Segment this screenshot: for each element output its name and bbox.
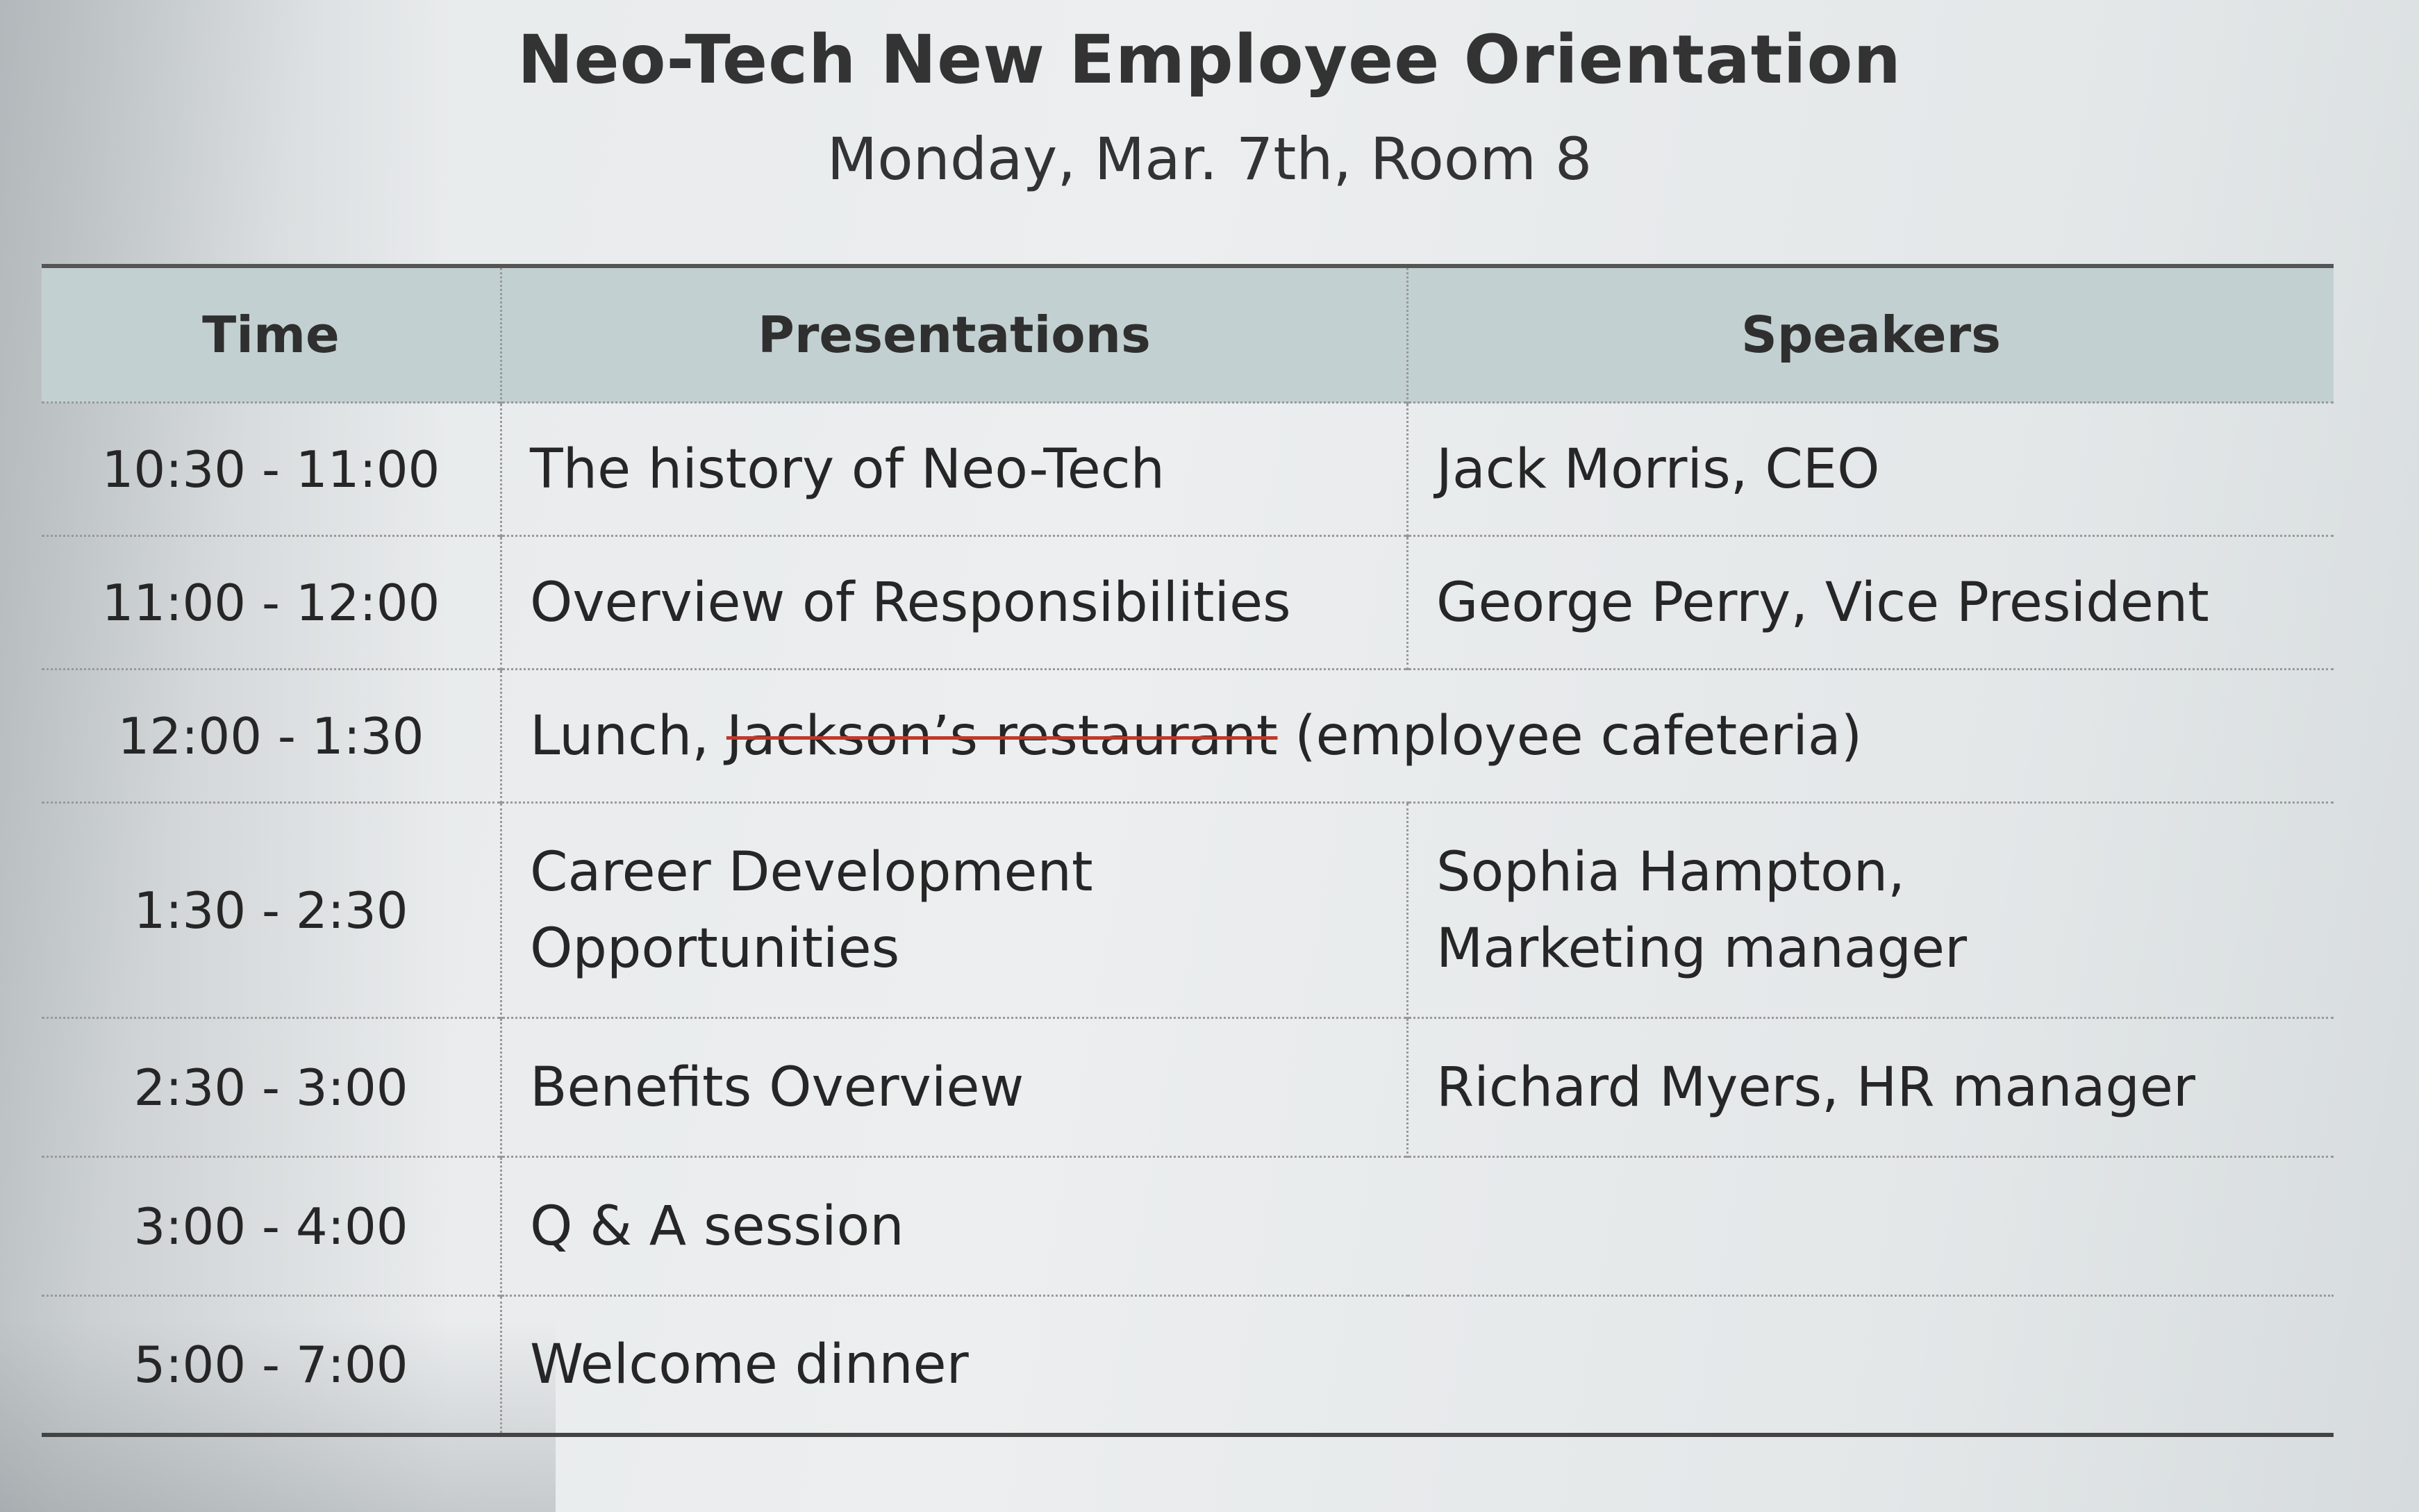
table-row: 5:00 - 7:00 Welcome dinner bbox=[42, 1295, 2334, 1435]
time-cell: 11:00 - 12:00 bbox=[42, 535, 501, 670]
presentation-cell: Q & A session bbox=[500, 1156, 2334, 1296]
presentation-cell: Overview of Responsibilities bbox=[500, 535, 1408, 670]
time-cell: 10:30 - 11:00 bbox=[42, 401, 501, 536]
table-row: 1:30 - 2:30 Career Development Opportuni… bbox=[42, 801, 2334, 1018]
speaker-cell: Richard Myers, HR manager bbox=[1406, 1017, 2334, 1157]
presentation-line: Career Development bbox=[530, 840, 1093, 904]
table-row: 12:00 - 1:30 Lunch, Jackson’s restaurant… bbox=[42, 668, 2334, 803]
lunch-label: Lunch, bbox=[530, 704, 726, 767]
time-cell: 5:00 - 7:00 bbox=[42, 1295, 501, 1435]
page-subtitle: Monday, Mar. 7th, Room 8 bbox=[826, 125, 1593, 193]
time-cell: 1:30 - 2:30 bbox=[42, 801, 501, 1018]
presentation-cell: The history of Neo-Tech bbox=[500, 401, 1408, 536]
column-header-speakers: Speakers bbox=[1406, 266, 2334, 403]
speaker-line: Sophia Hampton, bbox=[1436, 840, 1905, 904]
table-row: 2:30 - 3:00 Benefits Overview Richard My… bbox=[42, 1017, 2334, 1157]
table-row: 10:30 - 11:00 The history of Neo-Tech Ja… bbox=[42, 401, 2334, 536]
speaker-cell: George Perry, Vice President bbox=[1406, 535, 2334, 670]
presentation-cell: Welcome dinner bbox=[500, 1295, 2334, 1435]
time-cell: 3:00 - 4:00 bbox=[42, 1156, 501, 1296]
table-row: 11:00 - 12:00 Overview of Responsibiliti… bbox=[42, 535, 2334, 670]
speaker-cell: Jack Morris, CEO bbox=[1406, 401, 2334, 536]
column-header-presentations: Presentations bbox=[500, 266, 1408, 403]
presentation-cell: Benefits Overview bbox=[500, 1017, 1408, 1157]
speaker-cell: Sophia Hampton, Marketing manager bbox=[1406, 801, 2334, 1018]
time-cell: 2:30 - 3:00 bbox=[42, 1017, 501, 1157]
page-title: Neo-Tech New Employee Orientation bbox=[517, 21, 1902, 99]
table-header-row: Time Presentations Speakers bbox=[42, 266, 2334, 403]
table-row: 3:00 - 4:00 Q & A session bbox=[42, 1156, 2334, 1296]
speaker-line: Marketing manager bbox=[1436, 917, 1968, 980]
column-header-time: Time bbox=[42, 266, 501, 403]
presentation-line: Opportunities bbox=[530, 917, 900, 980]
presentation-cell-lunch: Lunch, Jackson’s restaurant (employee ca… bbox=[500, 668, 2334, 803]
lunch-location: (employee cafeteria) bbox=[1277, 704, 1863, 767]
schedule-table: Time Presentations Speakers 10:30 - 11:0… bbox=[42, 264, 2334, 1437]
presentation-cell: Career Development Opportunities bbox=[500, 801, 1408, 1018]
time-cell: 12:00 - 1:30 bbox=[42, 668, 501, 803]
struck-text: Jackson’s restaurant bbox=[726, 704, 1278, 767]
